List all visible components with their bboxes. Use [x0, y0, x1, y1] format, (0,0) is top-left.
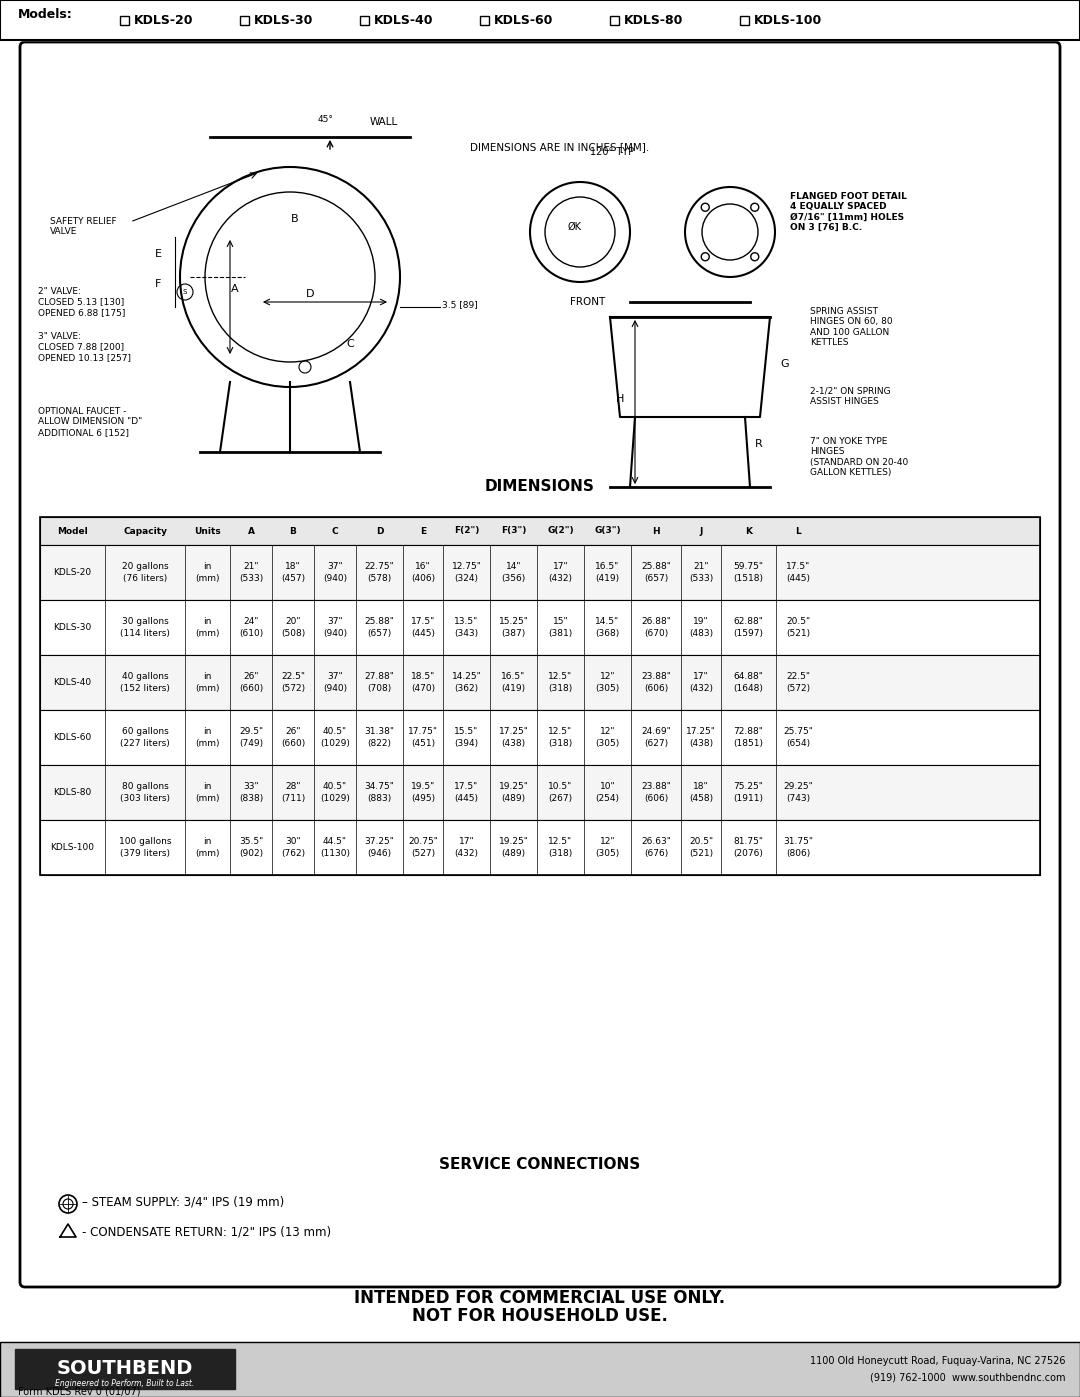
Text: 12.5"
(318): 12.5" (318) — [549, 726, 572, 747]
Text: SPRING ASSIST
HINGES ON 60, 80
AND 100 GALLON
KETTLES: SPRING ASSIST HINGES ON 60, 80 AND 100 G… — [810, 307, 893, 348]
Text: H: H — [652, 527, 660, 535]
Text: KDLS-80: KDLS-80 — [53, 788, 92, 798]
Text: 40.5"
(1029): 40.5" (1029) — [320, 782, 350, 803]
Text: 14.5"
(368): 14.5" (368) — [595, 617, 620, 638]
Text: F(3"): F(3") — [501, 527, 526, 535]
Text: ØK: ØK — [568, 222, 582, 232]
Text: 17"
(432): 17" (432) — [455, 837, 478, 858]
Text: 20"
(508): 20" (508) — [281, 617, 306, 638]
Bar — [40, 517, 1040, 875]
Text: 20.5"
(521): 20.5" (521) — [689, 837, 713, 858]
Text: 26.88"
(670): 26.88" (670) — [642, 617, 671, 638]
Bar — [240, 15, 249, 25]
Text: 12"
(305): 12" (305) — [595, 837, 620, 858]
Bar — [120, 15, 129, 25]
Text: – STEAM SUPPLY: 3/4" IPS (19 mm): – STEAM SUPPLY: 3/4" IPS (19 mm) — [82, 1196, 284, 1208]
Text: 40.5"
(1029): 40.5" (1029) — [320, 726, 350, 747]
Text: 44.5"
(1130): 44.5" (1130) — [320, 837, 350, 858]
Text: 75.25"
(1911): 75.25" (1911) — [733, 782, 764, 803]
Text: E: E — [154, 249, 162, 258]
Text: L: L — [796, 527, 801, 535]
Text: 17"
(432): 17" (432) — [689, 672, 713, 693]
Text: 17.25"
(438): 17.25" (438) — [686, 726, 716, 747]
Text: 16"
(406): 16" (406) — [410, 562, 435, 583]
Text: 24"
(610): 24" (610) — [239, 617, 264, 638]
Text: - CONDENSATE RETURN: 1/2" IPS (13 mm): - CONDENSATE RETURN: 1/2" IPS (13 mm) — [82, 1225, 332, 1239]
Text: 37"
(940): 37" (940) — [323, 672, 347, 693]
Text: 72.88"
(1851): 72.88" (1851) — [733, 726, 764, 747]
Text: 19.25"
(489): 19.25" (489) — [499, 837, 528, 858]
Text: 17.5"
(445): 17.5" (445) — [455, 782, 478, 803]
Text: KDLS-30: KDLS-30 — [254, 14, 313, 27]
Bar — [40, 820, 1040, 875]
Text: 14"
(356): 14" (356) — [501, 562, 526, 583]
Text: 10"
(254): 10" (254) — [595, 782, 620, 803]
Bar — [740, 15, 750, 25]
Bar — [610, 15, 619, 25]
Text: 81.75"
(2076): 81.75" (2076) — [733, 837, 764, 858]
Text: KDLS-20: KDLS-20 — [53, 569, 92, 577]
Text: 19"
(483): 19" (483) — [689, 617, 713, 638]
Text: J: J — [700, 527, 703, 535]
Text: 13.5"
(343): 13.5" (343) — [455, 617, 478, 638]
Text: in
(mm): in (mm) — [195, 726, 219, 747]
Text: Capacity: Capacity — [123, 527, 167, 535]
Text: 12.5"
(318): 12.5" (318) — [549, 672, 572, 693]
FancyBboxPatch shape — [21, 42, 1059, 1287]
Text: 22.5"
(572): 22.5" (572) — [786, 672, 811, 693]
Text: C: C — [332, 527, 338, 535]
Text: C: C — [346, 339, 354, 349]
Text: K: K — [745, 527, 752, 535]
Text: B: B — [292, 214, 299, 224]
Text: 80 gallons
(303 liters): 80 gallons (303 liters) — [120, 782, 170, 803]
Text: 2" VALVE:
CLOSED 5.13 [130]
OPENED 6.88 [175]: 2" VALVE: CLOSED 5.13 [130] OPENED 6.88 … — [38, 286, 125, 317]
Text: 18.5"
(470): 18.5" (470) — [410, 672, 435, 693]
Text: 34.75"
(883): 34.75" (883) — [365, 782, 394, 803]
Text: NOT FOR HOUSEHOLD USE.: NOT FOR HOUSEHOLD USE. — [413, 1308, 667, 1324]
Text: 12.75"
(324): 12.75" (324) — [451, 562, 482, 583]
Text: 19.5"
(495): 19.5" (495) — [410, 782, 435, 803]
Text: 1100 Old Honeycutt Road, Fuquay-Varina, NC 27526: 1100 Old Honeycutt Road, Fuquay-Varina, … — [810, 1356, 1065, 1366]
Text: in
(mm): in (mm) — [195, 562, 219, 583]
Text: 20 gallons
(76 liters): 20 gallons (76 liters) — [122, 562, 168, 583]
Text: 30"
(762): 30" (762) — [281, 837, 305, 858]
Text: A: A — [247, 527, 255, 535]
Text: 16.5"
(419): 16.5" (419) — [595, 562, 620, 583]
Text: D: D — [306, 289, 314, 299]
Text: E: E — [420, 527, 427, 535]
Text: DIMENSIONS ARE IN INCHES [MM].: DIMENSIONS ARE IN INCHES [MM]. — [470, 142, 649, 152]
Text: 21"
(533): 21" (533) — [239, 562, 264, 583]
Text: 7" ON YOKE TYPE
HINGES
(STANDARD ON 20-40
GALLON KETTLES): 7" ON YOKE TYPE HINGES (STANDARD ON 20-4… — [810, 437, 908, 478]
Bar — [0, 0, 1080, 41]
Bar — [480, 15, 489, 25]
Text: G(3"): G(3") — [594, 527, 621, 535]
Text: 120° TYP: 120° TYP — [590, 147, 634, 156]
Text: WALL: WALL — [370, 117, 399, 127]
Text: 18"
(457): 18" (457) — [281, 562, 305, 583]
Text: 15.25"
(387): 15.25" (387) — [499, 617, 528, 638]
Text: KDLS-40: KDLS-40 — [53, 678, 92, 687]
Text: 31.38"
(822): 31.38" (822) — [365, 726, 394, 747]
Text: 29.5"
(749): 29.5" (749) — [239, 726, 264, 747]
Text: 45°: 45° — [318, 115, 333, 124]
Text: Model: Model — [57, 527, 87, 535]
Text: in
(mm): in (mm) — [195, 782, 219, 803]
Text: KDLS-20: KDLS-20 — [134, 14, 193, 27]
Text: 62.88"
(1597): 62.88" (1597) — [733, 617, 764, 638]
Text: 20.75"
(527): 20.75" (527) — [408, 837, 437, 858]
Bar — [40, 710, 1040, 766]
Bar — [40, 655, 1040, 710]
Text: 15.5"
(394): 15.5" (394) — [455, 726, 478, 747]
Text: 20.5"
(521): 20.5" (521) — [786, 617, 811, 638]
Text: 40 gallons
(152 liters): 40 gallons (152 liters) — [120, 672, 170, 693]
Text: INTENDED FOR COMMERCIAL USE ONLY.: INTENDED FOR COMMERCIAL USE ONLY. — [354, 1289, 726, 1308]
Text: 60 gallons
(227 liters): 60 gallons (227 liters) — [120, 726, 170, 747]
Text: 17.25"
(438): 17.25" (438) — [499, 726, 528, 747]
Text: 27.88"
(708): 27.88" (708) — [365, 672, 394, 693]
Text: 26.63"
(676): 26.63" (676) — [642, 837, 671, 858]
Text: 12"
(305): 12" (305) — [595, 726, 620, 747]
Bar — [0, 0, 1080, 41]
Text: 12"
(305): 12" (305) — [595, 672, 620, 693]
Text: 2-1/2" ON SPRING
ASSIST HINGES: 2-1/2" ON SPRING ASSIST HINGES — [810, 387, 891, 407]
Text: 64.88"
(1648): 64.88" (1648) — [733, 672, 764, 693]
